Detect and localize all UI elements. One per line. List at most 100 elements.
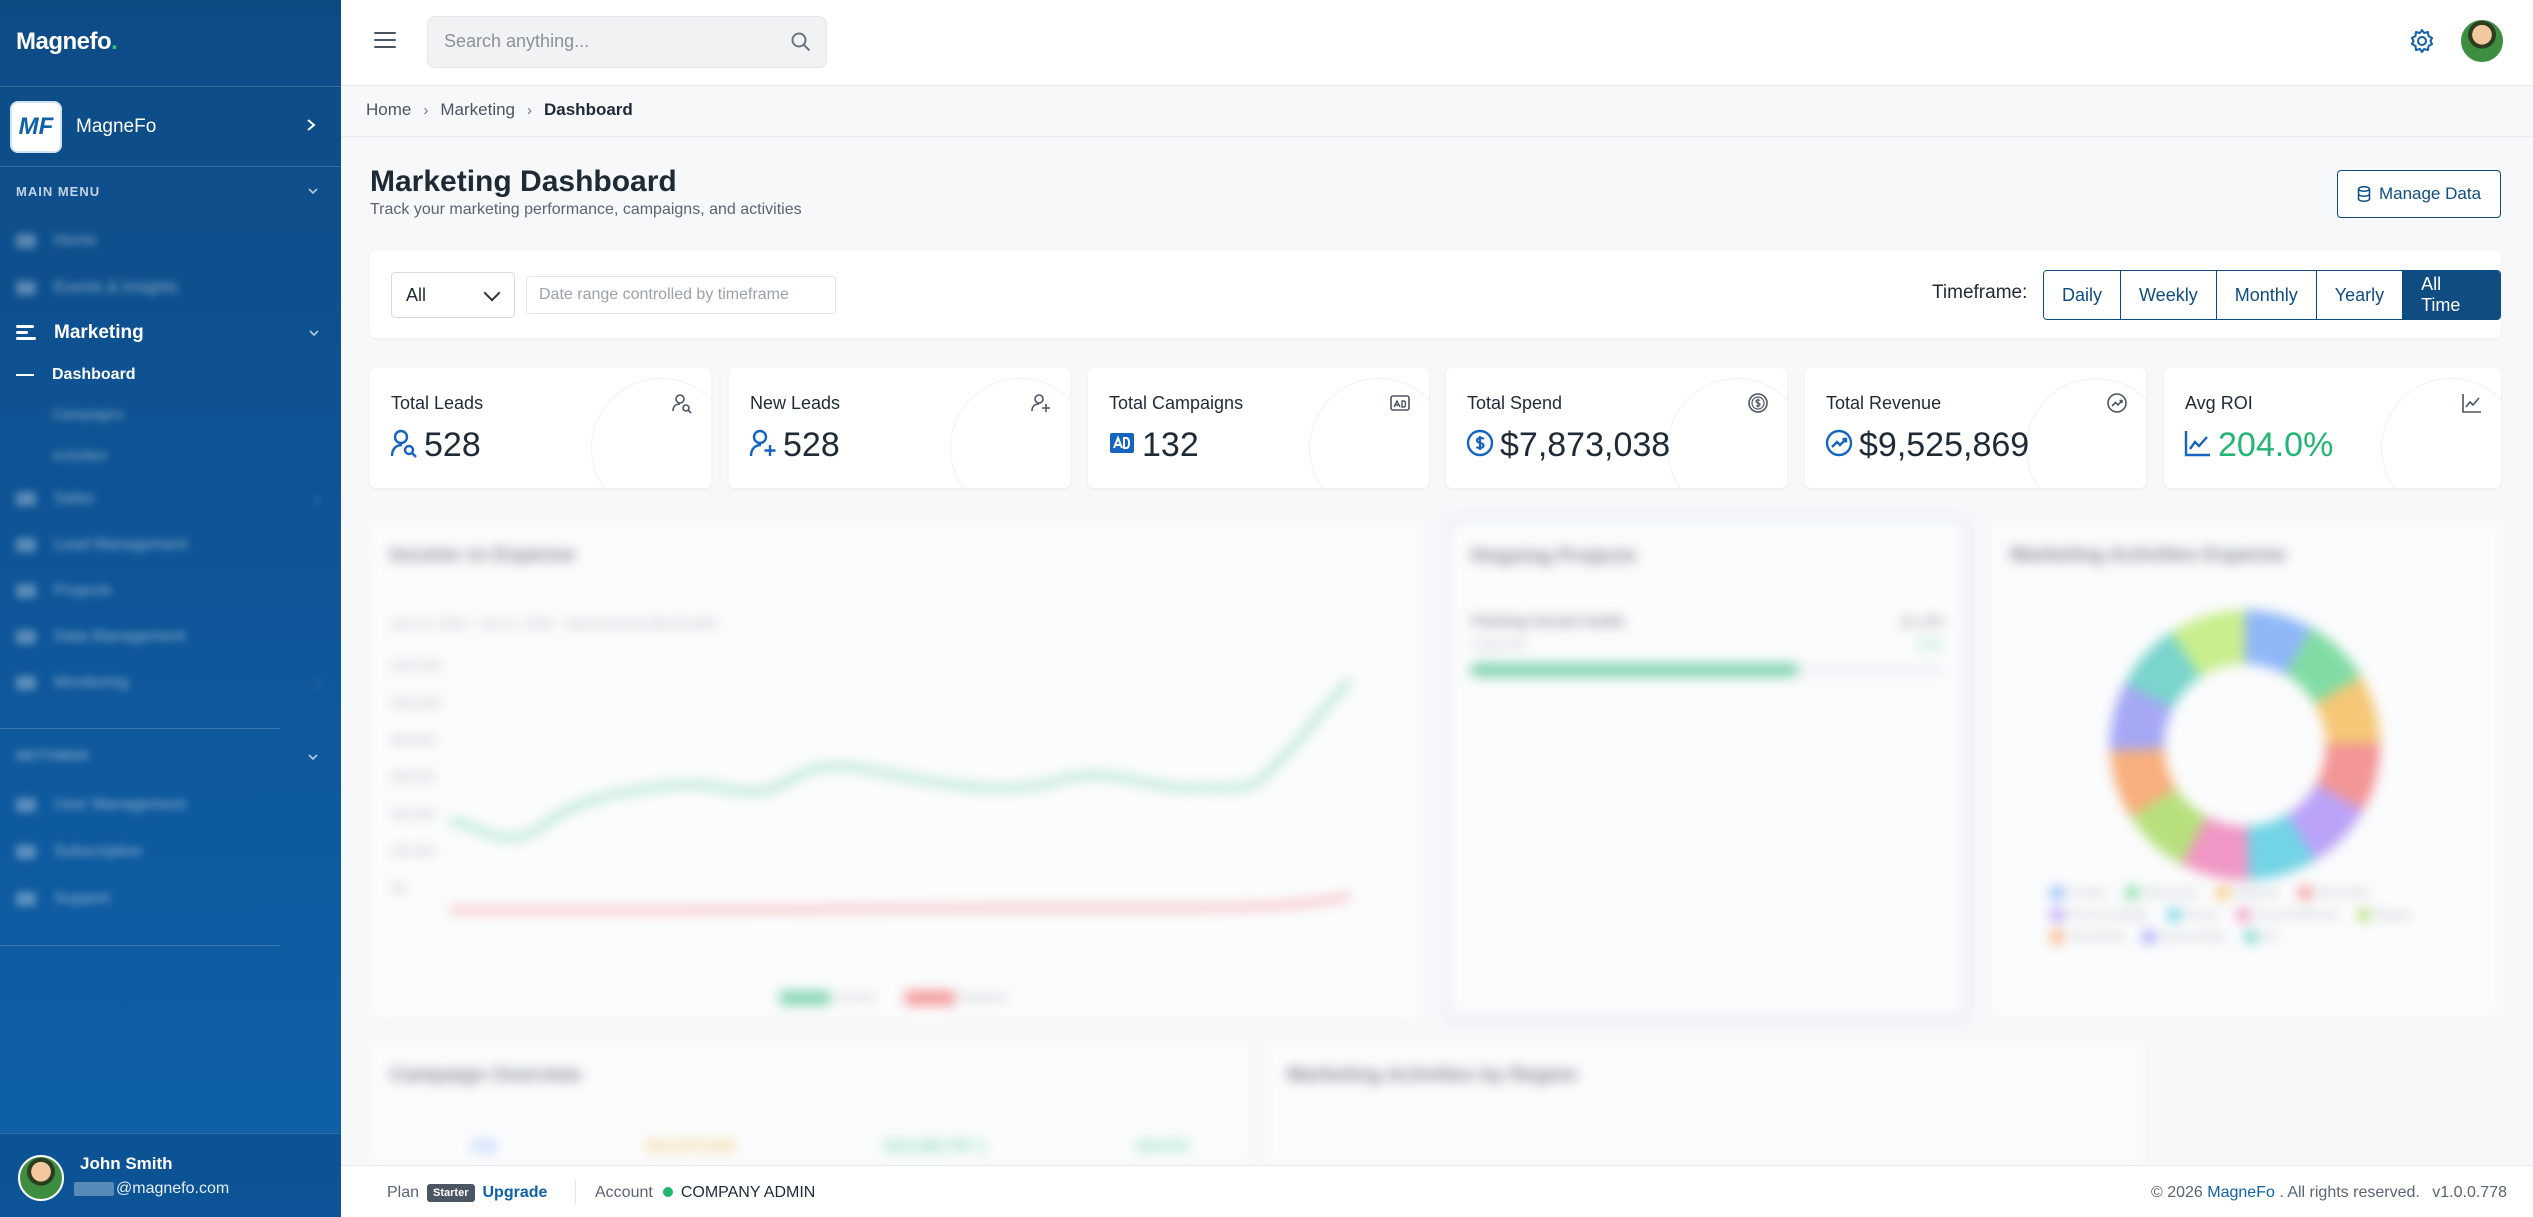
user-search-icon bbox=[672, 394, 692, 414]
stat-value: $9,525,869 bbox=[1859, 426, 2030, 464]
footer-divider bbox=[575, 1180, 576, 1204]
legend-item[interactable]: Social Media Ads bbox=[2236, 908, 2339, 922]
breadcrumb-home[interactable]: Home bbox=[366, 100, 412, 119]
sidebar-subitem-activities[interactable]: Activities bbox=[52, 447, 362, 463]
status-dot bbox=[662, 1187, 673, 1197]
org-name: MagneFo bbox=[76, 116, 157, 137]
legend-item[interactable]: Display bbox=[2356, 908, 2411, 922]
timeframe-yearly-button[interactable]: Yearly bbox=[2316, 271, 2404, 319]
dollar-circle-icon bbox=[1466, 429, 1494, 457]
y-tick: $0 bbox=[392, 881, 406, 895]
timeframe-all-time-button[interactable]: All Time bbox=[2403, 271, 2500, 319]
y-tick: $80,000 bbox=[392, 733, 436, 747]
legend-income[interactable]: Income bbox=[780, 990, 875, 1005]
brand-link[interactable]: MagneFo bbox=[2207, 1184, 2275, 1201]
sidebar-item-projects[interactable]: Projects bbox=[16, 582, 326, 600]
legend-label: Social Media Ads bbox=[2254, 908, 2339, 921]
project-name[interactable]: Training Social media bbox=[1470, 613, 1625, 630]
menu-toggle-icon[interactable] bbox=[374, 30, 396, 50]
sidebar-item-sales[interactable]: Sales › bbox=[16, 490, 326, 508]
chevron-down-icon bbox=[308, 325, 320, 341]
sidebar-item-leads[interactable]: Lead Management bbox=[16, 536, 326, 554]
legend-item[interactable]: Email Campaign bbox=[2050, 908, 2149, 922]
user-avatar-button[interactable] bbox=[2459, 18, 2505, 64]
sidebar-item-users[interactable]: User Management bbox=[16, 796, 326, 814]
breadcrumb-current: Dashboard bbox=[544, 100, 633, 119]
users-icon bbox=[16, 798, 36, 812]
date-range-placeholder: Date range controlled by timeframe bbox=[539, 286, 789, 303]
sidebar-subitem-label: Dashboard bbox=[52, 366, 136, 383]
legend-item[interactable]: Paid Social bbox=[2124, 886, 2198, 900]
gear-icon[interactable] bbox=[2409, 28, 2435, 54]
sidebar-item-label: Home bbox=[54, 232, 97, 249]
legend-label: Sponsorships bbox=[2159, 930, 2227, 943]
donut-legend: Content Paid Social Webinars Direct Mail… bbox=[2050, 886, 2450, 944]
line-chart-icon bbox=[2462, 394, 2481, 413]
sidebar-item-label: Data Management bbox=[54, 628, 186, 645]
sidebar-item-home[interactable]: Home bbox=[16, 232, 326, 250]
sidebar-item-monitoring[interactable]: Monitoring › bbox=[16, 674, 326, 692]
legend-item[interactable]: Sponsorships bbox=[2141, 930, 2227, 944]
date-range-input[interactable]: Date range controlled by timeframe bbox=[526, 276, 836, 314]
org-switcher[interactable]: MF MagneFo bbox=[10, 100, 330, 154]
app-version: v1.0.0.778 bbox=[2432, 1184, 2507, 1201]
sidebar-item-marketing[interactable]: Marketing bbox=[16, 322, 326, 344]
breadcrumb-marketing[interactable]: Marketing bbox=[440, 100, 515, 119]
logo-dot: . bbox=[111, 28, 118, 55]
timeframe-monthly-button[interactable]: Monthly bbox=[2216, 271, 2317, 319]
database-icon bbox=[2357, 186, 2371, 202]
upgrade-link[interactable]: Upgrade bbox=[482, 1184, 548, 1201]
legend-item[interactable]: Webinars bbox=[2215, 886, 2280, 900]
sidebar-item-events[interactable]: Events & Insights bbox=[16, 279, 326, 297]
sidebar-item-subscription[interactable]: Subscription bbox=[16, 843, 326, 861]
card-decoration bbox=[1309, 378, 1429, 488]
timeframe-label: Timeframe: bbox=[1932, 282, 2028, 303]
sidebar-subitem-dashboard[interactable]: Dashboard bbox=[16, 366, 136, 384]
search-icon[interactable] bbox=[790, 31, 812, 53]
filter-select-value: All bbox=[406, 284, 427, 305]
legend-item[interactable]: Print Media bbox=[2050, 930, 2124, 944]
app-logo[interactable]: Magnefo. bbox=[16, 28, 118, 56]
email-mask bbox=[74, 1181, 114, 1196]
legend-expense[interactable]: Expense bbox=[905, 990, 1008, 1005]
legend-item[interactable]: PR bbox=[2244, 930, 2278, 944]
org-initials: MF bbox=[18, 113, 54, 140]
stat-card-total-revenue: Total Revenue $9,525,869 bbox=[1805, 368, 2146, 488]
card-decoration bbox=[591, 378, 711, 488]
user-profile[interactable]: John Smith @magnefo.com bbox=[0, 1133, 341, 1217]
sidebar-item-label: Sales bbox=[54, 490, 95, 507]
ad-icon bbox=[1110, 433, 1134, 453]
breadcrumb-separator: › bbox=[423, 101, 429, 119]
sidebar-item-label: Subscription bbox=[54, 843, 143, 860]
copyright-year: © 2026 bbox=[2150, 1184, 2203, 1201]
search-input[interactable] bbox=[444, 31, 784, 52]
sidebar-divider bbox=[0, 166, 341, 167]
card-title: Ongoing Projects bbox=[1470, 545, 1637, 567]
project-progress bbox=[1470, 663, 1946, 677]
chart-meta: Jan 10, 2020 – Oct 11, 2026 · Total Reve… bbox=[390, 616, 717, 631]
chevron-down-icon[interactable] bbox=[307, 750, 319, 765]
projects-icon bbox=[16, 584, 36, 598]
sidebar-item-label: Support bbox=[54, 890, 111, 907]
account-info: Account COMPANY ADMIN bbox=[595, 1184, 815, 1202]
filter-select[interactable]: All bbox=[391, 272, 515, 318]
sidebar-item-support[interactable]: Support bbox=[16, 890, 326, 908]
legend-label: Email Campaign bbox=[2068, 908, 2149, 921]
stat-value: $7,873,038 bbox=[1500, 426, 1671, 464]
chevron-down-icon[interactable] bbox=[307, 184, 319, 199]
timeframe-daily-button[interactable]: Daily bbox=[2044, 271, 2122, 319]
legend-item[interactable]: Events bbox=[2166, 908, 2218, 922]
sidebar-item-data[interactable]: Data Management bbox=[16, 628, 326, 646]
timeframe-weekly-button[interactable]: Weekly bbox=[2121, 271, 2217, 319]
sidebar-subitem-campaigns[interactable]: Campaigns bbox=[52, 406, 362, 422]
manage-data-button[interactable]: Manage Data bbox=[2337, 170, 2501, 218]
legend-item[interactable]: Direct Mail bbox=[2297, 886, 2368, 900]
sidebar-item-label: Monitoring bbox=[54, 674, 129, 691]
activities-expense-card: Marketing Activities Expense Content Pai… bbox=[1990, 520, 2501, 1020]
card-title: Income vs Expense bbox=[390, 544, 576, 566]
y-tick: $40,000 bbox=[392, 807, 436, 821]
copyright: © 2026 MagneFo . All rights reserved. v1… bbox=[2151, 1184, 2507, 1202]
legend-item[interactable]: Content bbox=[2050, 886, 2107, 900]
subscription-icon bbox=[16, 845, 36, 859]
